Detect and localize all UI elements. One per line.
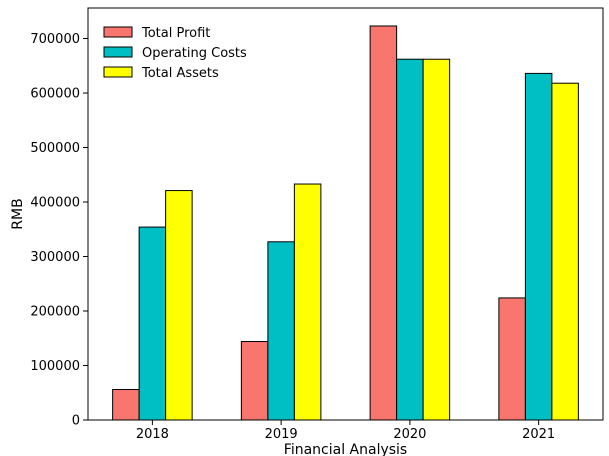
legend: Total Profit Operating Costs Total Assets: [103, 26, 247, 81]
bar-total-profit-2018: [112, 388, 140, 421]
bar-total-profit-2020: [369, 25, 398, 421]
bar-total-assets-2021: [551, 82, 579, 421]
legend-label: Total Profit: [141, 26, 210, 41]
y-tick-label: 700000: [30, 32, 80, 47]
legend-swatch-operating-costs: [103, 46, 133, 58]
y-tick-label: 500000: [30, 141, 80, 156]
legend-label: Total Assets: [141, 66, 219, 81]
legend-swatch-total-profit: [103, 26, 133, 38]
legend-label: Operating Costs: [142, 46, 247, 61]
bar-total-assets-2018: [165, 190, 193, 421]
bar-operating-costs-2021: [524, 72, 553, 421]
legend-swatch-total-assets: [103, 66, 133, 78]
bar-total-assets-2020: [422, 58, 451, 421]
y-tick-label: 0: [72, 414, 80, 429]
x-tick-label: 2020: [393, 427, 426, 442]
y-tick-label: 600000: [30, 87, 80, 102]
y-tick-label: 100000: [30, 359, 80, 374]
bars-group: [112, 25, 579, 421]
x-tick-label: 2019: [265, 427, 298, 442]
plot-frame: [87, 7, 604, 421]
bar-operating-costs-2019: [267, 241, 295, 421]
bar-total-profit-2021: [498, 297, 526, 421]
bar-operating-costs-2020: [396, 58, 424, 421]
y-tick-label: 200000: [30, 305, 80, 320]
y-tick-label: 300000: [30, 250, 80, 265]
y-axis-label: RMB: [10, 198, 26, 229]
bar-operating-costs-2018: [138, 226, 167, 421]
y-axis: 0 100000 200000 300000 400000 500000 600000 700…: [30, 32, 88, 429]
x-axis-label: Financial Analysis: [284, 442, 407, 456]
x-axis: 2018 2019 2020 2021: [136, 420, 555, 442]
bar-total-assets-2019: [293, 183, 322, 421]
bar-total-profit-2019: [240, 341, 269, 421]
x-tick-label: 2018: [136, 427, 169, 442]
y-tick-label: 400000: [30, 196, 80, 211]
x-tick-label: 2021: [522, 427, 555, 442]
